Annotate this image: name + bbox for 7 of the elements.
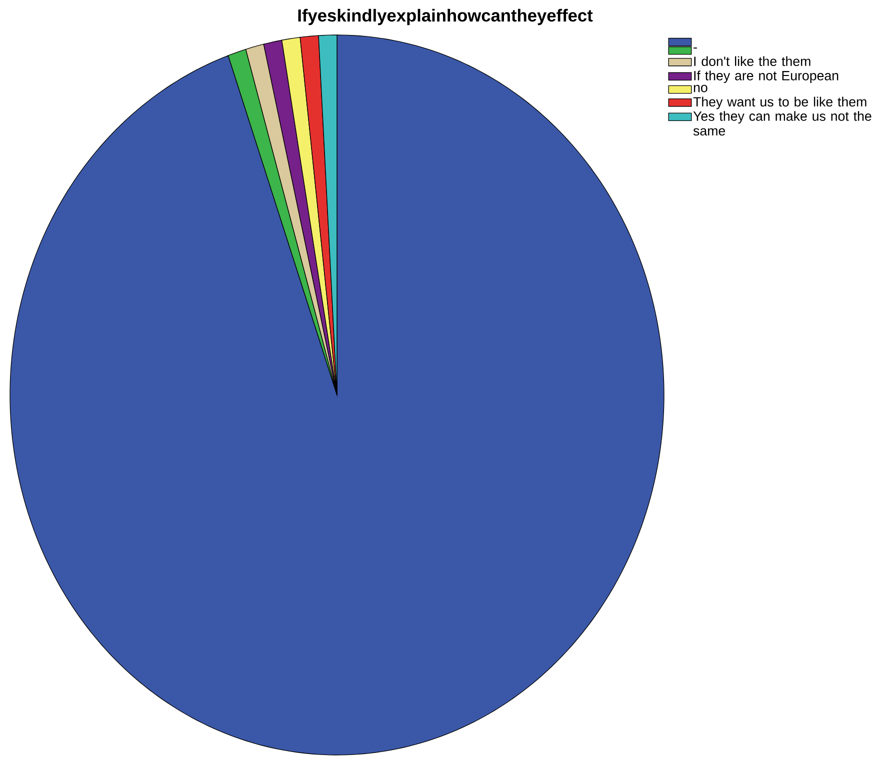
legend-label: no	[694, 84, 708, 92]
legend-label: I don't like the them	[694, 56, 810, 66]
chart-title: Ifyeskindlyexplainhowcantheyeffect	[298, 8, 593, 26]
legend-label: If they are not European	[694, 70, 838, 83]
legend-label: They want us to be like them	[693, 96, 866, 110]
legend-label: -	[694, 48, 697, 49]
legend-label: Yes they can make us not the same	[693, 111, 872, 136]
